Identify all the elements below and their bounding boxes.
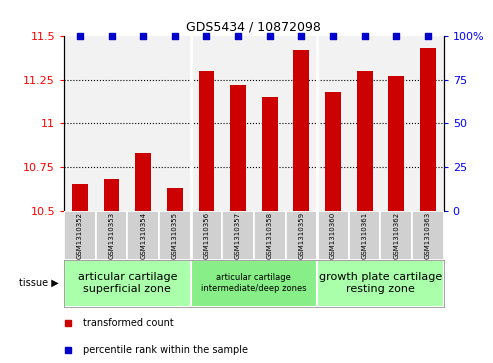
Point xyxy=(424,33,432,39)
Bar xyxy=(104,179,119,211)
Point xyxy=(171,33,179,39)
Text: GSM1310353: GSM1310353 xyxy=(108,212,114,258)
Bar xyxy=(349,211,381,260)
Text: GSM1310359: GSM1310359 xyxy=(298,212,304,258)
Bar xyxy=(127,211,159,260)
Bar xyxy=(412,211,444,260)
Bar xyxy=(254,211,285,260)
Bar xyxy=(191,260,317,307)
Point xyxy=(139,33,147,39)
Bar xyxy=(159,211,191,260)
Text: GSM1310360: GSM1310360 xyxy=(330,211,336,259)
Bar xyxy=(191,211,222,260)
Point xyxy=(203,33,211,39)
Bar xyxy=(325,92,341,211)
Bar xyxy=(420,49,436,211)
Text: percentile rank within the sample: percentile rank within the sample xyxy=(83,344,248,355)
Text: GSM1310362: GSM1310362 xyxy=(393,212,399,258)
Bar xyxy=(285,211,317,260)
Point xyxy=(234,33,242,39)
Bar xyxy=(64,211,96,260)
Text: GSM1310361: GSM1310361 xyxy=(361,211,368,259)
Text: articular cartilage
intermediate/deep zones: articular cartilage intermediate/deep zo… xyxy=(201,273,307,293)
Bar xyxy=(293,50,309,211)
Title: GDS5434 / 10872098: GDS5434 / 10872098 xyxy=(186,21,321,34)
Bar xyxy=(64,260,191,307)
Bar xyxy=(317,211,349,260)
Bar xyxy=(72,184,88,211)
Text: GSM1310356: GSM1310356 xyxy=(204,212,210,258)
Bar xyxy=(96,211,127,260)
Bar xyxy=(222,211,254,260)
Text: GSM1310355: GSM1310355 xyxy=(172,212,178,258)
Bar xyxy=(357,71,373,211)
Point xyxy=(329,33,337,39)
Bar xyxy=(167,188,183,211)
Bar xyxy=(135,153,151,211)
Text: GSM1310357: GSM1310357 xyxy=(235,212,241,258)
Point xyxy=(107,33,115,39)
Bar xyxy=(199,71,214,211)
Text: tissue ▶: tissue ▶ xyxy=(19,278,59,288)
Point xyxy=(266,33,274,39)
Text: GSM1310363: GSM1310363 xyxy=(425,211,431,259)
Text: transformed count: transformed count xyxy=(83,318,174,328)
Text: GSM1310358: GSM1310358 xyxy=(267,212,273,258)
Text: growth plate cartilage
resting zone: growth plate cartilage resting zone xyxy=(319,272,442,294)
Bar xyxy=(317,260,444,307)
Bar xyxy=(381,211,412,260)
Point xyxy=(76,33,84,39)
Text: GSM1310352: GSM1310352 xyxy=(77,212,83,258)
Point xyxy=(361,33,369,39)
Bar xyxy=(262,97,278,211)
Bar xyxy=(230,85,246,211)
Point xyxy=(392,33,400,39)
Bar xyxy=(388,76,404,211)
Text: articular cartilage
superficial zone: articular cartilage superficial zone xyxy=(77,272,177,294)
Point xyxy=(297,33,305,39)
Text: GSM1310354: GSM1310354 xyxy=(140,212,146,258)
